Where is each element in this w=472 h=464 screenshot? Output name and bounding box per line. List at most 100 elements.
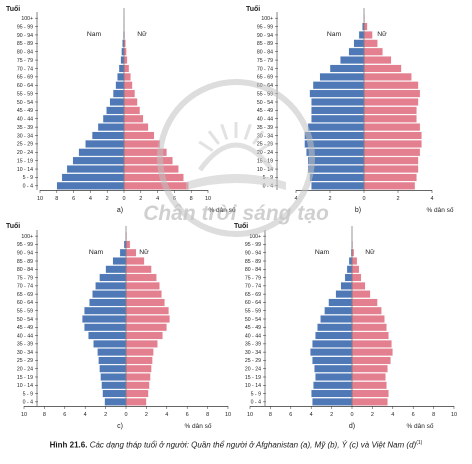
bar-male-30-34 <box>309 348 353 357</box>
x-tick-label: 4 <box>84 412 87 418</box>
age-label: 20 - 24 <box>257 150 273 156</box>
x-tick-label: 2 <box>396 196 399 202</box>
bar-male-70-74 <box>329 64 365 73</box>
bar-male-30-34 <box>91 131 125 140</box>
caption-text: Các dạng tháp tuổi ở người: Quần thể ngư… <box>89 440 417 450</box>
age-label: 45 - 49 <box>257 108 273 114</box>
bar-male-60-64 <box>115 81 125 90</box>
age-label: 65 - 69 <box>245 292 261 298</box>
panel-label: b) <box>355 207 361 214</box>
x-tick-label: 8 <box>190 196 193 202</box>
bar-female-55-59 <box>363 89 421 98</box>
x-tick-label: 6 <box>412 412 415 418</box>
x-tick-label: 0 <box>362 196 365 202</box>
bar-male-25-29 <box>98 356 127 365</box>
bar-female-10-14 <box>351 381 387 390</box>
age-label: 35 - 39 <box>17 125 33 131</box>
pyramid-panel-a: 0 - 4 5 - 9 10 - 14 15 - 19 20 - 24 25 - 29 30… <box>6 5 236 214</box>
y-axis-title: Tuổi <box>234 222 248 230</box>
age-label: 40 - 44 <box>17 333 33 339</box>
y-axis-title: Tuổi <box>6 222 20 230</box>
age-label: 100+ <box>261 16 273 22</box>
age-label: 30 - 34 <box>17 350 33 356</box>
bar-male-15-19 <box>315 373 353 381</box>
age-label: 95 - 99 <box>17 24 33 30</box>
x-tick-label: 0 <box>350 412 353 418</box>
bar-male-55-59 <box>83 306 127 315</box>
x-axis-title: % dân số <box>426 205 453 214</box>
bar-female-5-9 <box>363 173 417 182</box>
bar-male-70-74 <box>95 281 127 290</box>
bar-female-25-29 <box>363 139 422 148</box>
bar-male-85-89 <box>122 39 125 48</box>
bar-male-40-44 <box>102 114 125 123</box>
x-tick-label: 8 <box>269 412 272 418</box>
x-tick-label: 2 <box>371 412 374 418</box>
x-tick-label: 4 <box>156 196 159 202</box>
x-tick-label: 4 <box>89 196 92 202</box>
bar-male-15-19 <box>307 156 365 165</box>
age-label: 100+ <box>249 234 261 240</box>
x-tick-label: 4 <box>391 412 394 418</box>
bar-male-95-99 <box>362 22 365 31</box>
age-label: 40 - 44 <box>17 117 33 123</box>
age-label: 10 - 14 <box>257 167 273 173</box>
female-label: Nữ <box>365 249 375 256</box>
panel-label: d) <box>349 423 355 430</box>
bar-female-60-64 <box>351 298 378 307</box>
bar-female-85-89 <box>123 39 126 48</box>
bar-female-65-69 <box>125 290 162 299</box>
age-label: 90 - 94 <box>257 33 273 39</box>
bar-female-30-34 <box>363 131 422 140</box>
age-label: 5 - 9 <box>251 391 261 397</box>
bar-male-30-34 <box>304 131 365 140</box>
bar-male-85-89 <box>353 39 365 48</box>
figure-caption: Hình 21.6. Các dạng tháp tuổi ở người: Q… <box>0 440 472 450</box>
bar-male-40-44 <box>311 114 365 123</box>
age-label: 45 - 49 <box>17 108 33 114</box>
bar-female-75-79 <box>363 56 392 65</box>
x-tick-label: 4 <box>310 412 313 418</box>
age-label: 55 - 59 <box>257 91 273 97</box>
bar-male-70-74 <box>340 281 353 290</box>
age-label: 95 - 99 <box>245 242 261 248</box>
bar-male-80-84 <box>348 47 365 56</box>
bar-male-10-14 <box>307 165 365 174</box>
bar-male-80-84 <box>105 265 127 274</box>
age-label: 0 - 4 <box>23 400 33 406</box>
bar-female-20-24 <box>125 364 152 373</box>
bar-female-85-89 <box>363 39 378 48</box>
bar-female-80-84 <box>123 47 127 56</box>
bar-male-0-4 <box>311 181 365 190</box>
age-label: 85 - 89 <box>257 41 273 47</box>
age-label: 40 - 44 <box>257 117 273 123</box>
x-tick-label: 0 <box>122 196 125 202</box>
bar-male-55-59 <box>324 306 353 315</box>
age-label: 65 - 69 <box>17 292 33 298</box>
bar-male-35-39 <box>97 123 125 132</box>
bar-male-10-14 <box>66 165 125 174</box>
x-tick-label: 4 <box>430 196 433 202</box>
age-label: 85 - 89 <box>245 259 261 265</box>
bar-male-35-39 <box>307 123 365 132</box>
bar-male-5-9 <box>61 173 125 182</box>
bar-female-45-49 <box>123 106 141 115</box>
bar-female-45-49 <box>363 106 417 115</box>
bar-female-5-9 <box>351 389 389 398</box>
age-label: 55 - 59 <box>245 309 261 315</box>
bar-male-5-9 <box>311 389 353 398</box>
age-label: 10 - 14 <box>17 167 33 173</box>
age-label: 60 - 64 <box>245 300 261 306</box>
panel-label: c) <box>117 423 123 430</box>
age-label: 25 - 29 <box>245 358 261 364</box>
bar-female-30-34 <box>351 348 393 357</box>
bar-male-45-49 <box>83 323 127 332</box>
caption-note: (1) <box>416 440 423 446</box>
bar-male-25-29 <box>85 139 125 148</box>
bar-female-10-14 <box>123 165 179 174</box>
bar-male-15-19 <box>72 156 125 165</box>
female-label: Nữ <box>377 31 387 38</box>
age-label: 10 - 14 <box>245 383 261 389</box>
population-pyramid-figure: 0 - 4 5 - 9 10 - 14 15 - 19 20 - 24 25 - 29 30… <box>6 5 457 430</box>
